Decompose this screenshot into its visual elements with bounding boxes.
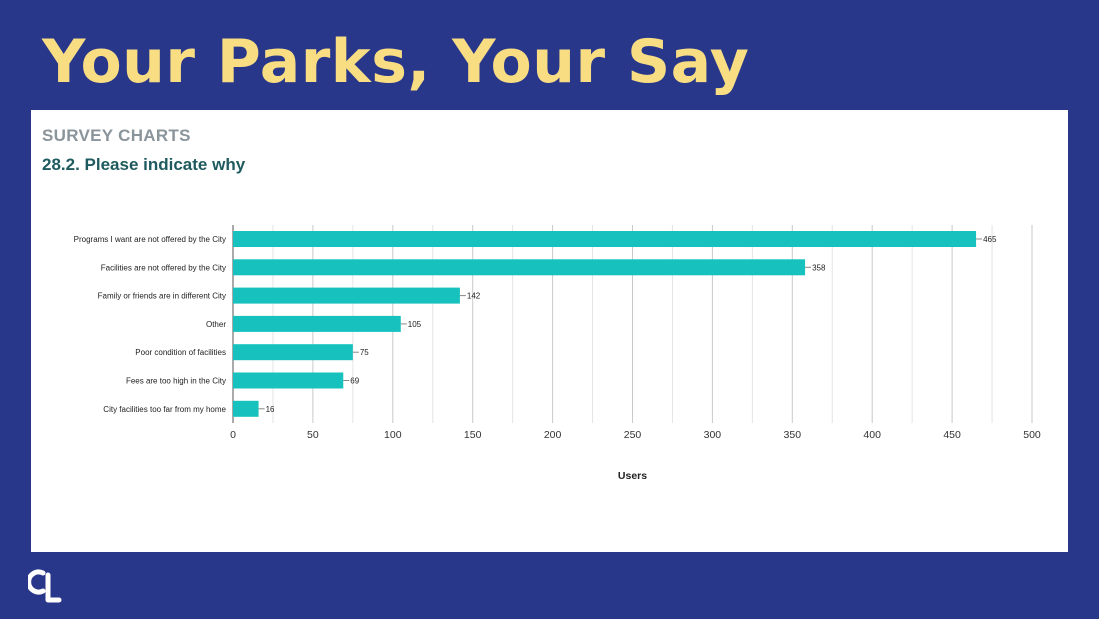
x-tick-label: 400 — [863, 429, 881, 441]
category-label: Family or friends are in different City — [98, 292, 226, 301]
category-label: Fees are too high in the City — [126, 377, 226, 386]
x-tick-label: 0 — [230, 429, 236, 441]
section-label: SURVEY CHARTS — [42, 126, 191, 145]
bar-chart: 0 50 100 150 200 250 300 350 400 450 500 Users Progr… — [74, 225, 1041, 482]
x-tick-label: 200 — [544, 429, 562, 441]
data-label: 105 — [408, 320, 422, 329]
bar — [233, 287, 460, 304]
question-title: 28.2. Please indicate why — [42, 155, 246, 174]
bar — [233, 259, 806, 276]
x-axis-title: Users — [618, 470, 647, 482]
x-tick-label: 150 — [464, 429, 482, 441]
x-tick-label: 450 — [943, 429, 961, 441]
data-label: 142 — [467, 292, 481, 301]
category-label: Other — [206, 320, 226, 329]
category-label: Poor condition of facilities — [135, 348, 226, 357]
x-tick-label: 300 — [704, 429, 722, 441]
data-label: 358 — [812, 263, 826, 272]
x-tick-label: 250 — [624, 429, 642, 441]
category-label: Facilities are not offered by the City — [101, 263, 226, 272]
category-label: Programs I want are not offered by the C… — [74, 235, 226, 244]
bar — [233, 344, 353, 361]
category-label: City facilities too far from my home — [103, 405, 226, 414]
slide-title: Your Parks, Your Say — [42, 27, 750, 97]
x-tick-label: 100 — [384, 429, 402, 441]
x-tick-label: 50 — [307, 429, 319, 441]
bar — [233, 231, 977, 247]
cpl-logo-icon — [28, 569, 62, 603]
data-label: 75 — [360, 348, 369, 357]
x-tick-label: 500 — [1023, 429, 1041, 441]
survey-chart-card: SURVEY CHARTS 28.2. Please indicate why … — [31, 110, 1068, 552]
bar — [233, 400, 259, 417]
data-label: 465 — [983, 235, 997, 244]
bar — [233, 315, 401, 332]
bar — [233, 372, 344, 389]
data-label: 16 — [266, 405, 275, 414]
data-label: 69 — [350, 377, 359, 386]
x-tick-label: 350 — [784, 429, 802, 441]
